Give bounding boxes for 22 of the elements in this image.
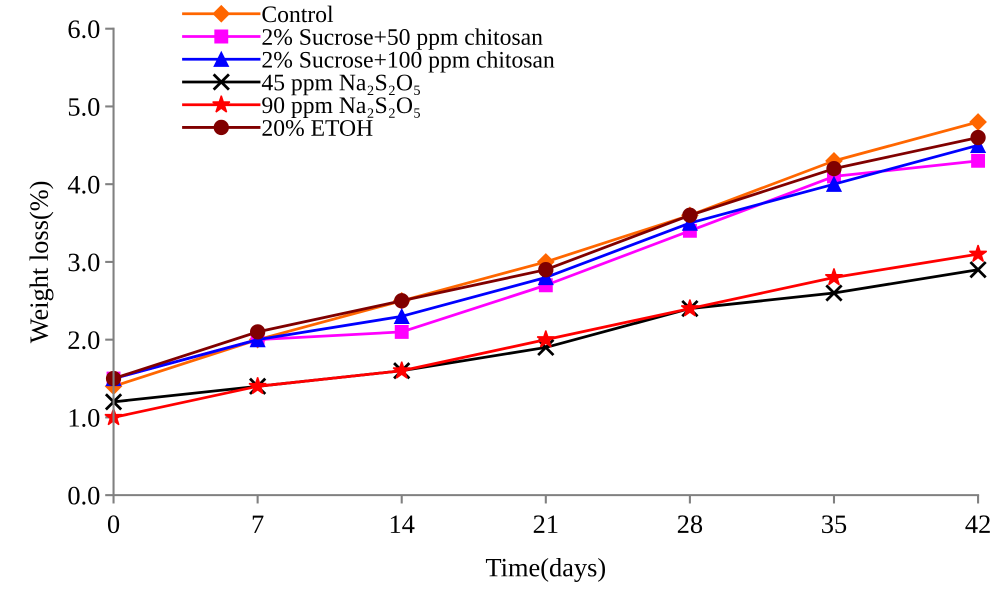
y-tick-label: 5.0 [68, 98, 100, 116]
legend-label: 45 ppm Na₂S₂O₅ [262, 74, 420, 96]
legend-label: 90 ppm Na₂S₂O₅ [262, 97, 420, 118]
legend-label: 2% Sucrose+100 ppm chitosan [262, 51, 554, 73]
x-axis-title: Time(days) [486, 558, 606, 582]
y-tick-label: 0.0 [68, 486, 100, 505]
y-axis-title: Weight loss(%) [29, 182, 54, 344]
x-tick-label: 42 [965, 515, 990, 533]
x-tick-label: 0 [108, 515, 120, 534]
y-tick-label: 2.0 [68, 331, 100, 350]
x-tick-label: 14 [390, 515, 414, 533]
x-tick-label: 35 [822, 515, 846, 534]
y-tick-label: 4.0 [68, 176, 100, 194]
x-tick-label: 7 [252, 516, 264, 533]
legend-label: 20% ETOH [262, 120, 372, 136]
x-tick-label: 28 [678, 515, 702, 534]
y-tick-label: 1.0 [70, 409, 100, 427]
y-tick-label: 3.0 [68, 254, 100, 272]
x-tick-label: 21 [534, 515, 558, 533]
legend-label: Control [262, 6, 334, 22]
legend-label: 2% Sucrose+50 ppm chitosan [262, 28, 543, 50]
y-tick-label: 6.0 [68, 20, 100, 38]
